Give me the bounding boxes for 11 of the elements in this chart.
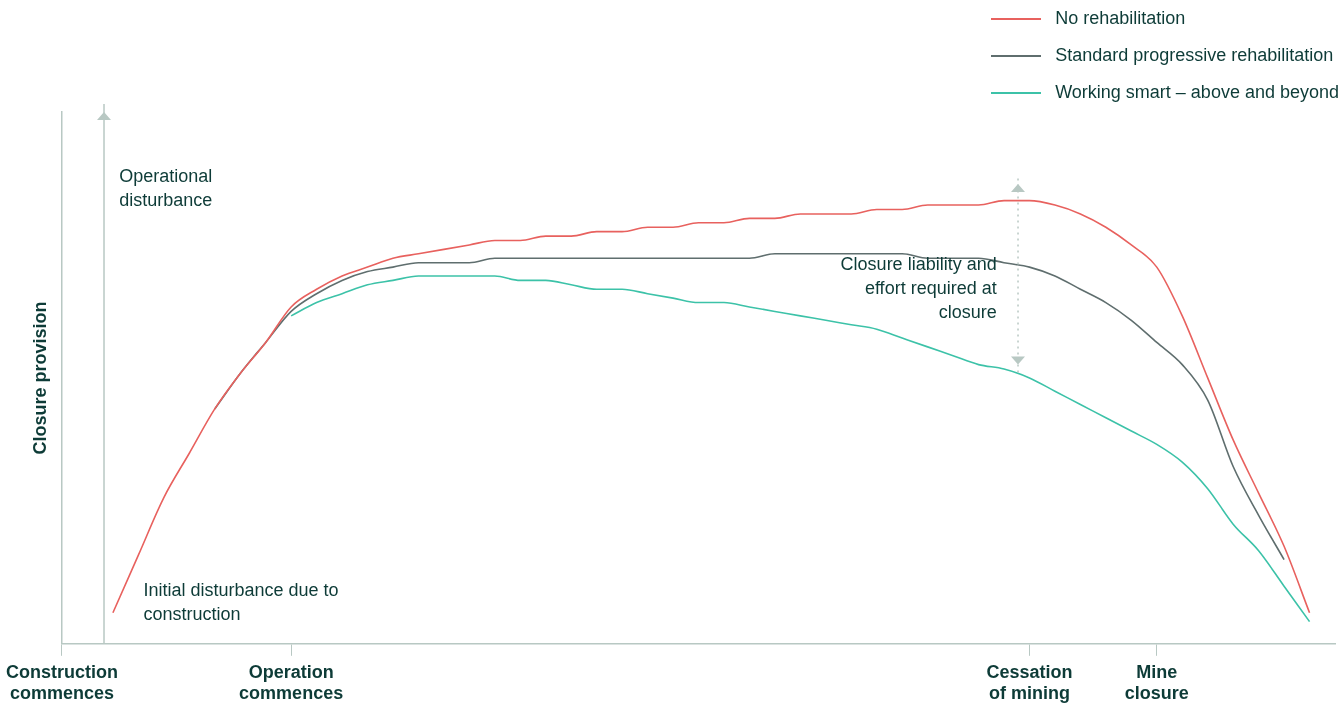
annotation: Operational disturbance	[119, 165, 214, 212]
x-tick-label: Mine closure	[1124, 661, 1189, 704]
x-tick-label: Operation commences	[239, 661, 344, 704]
annotation: Closure liability and effort required at closure	[839, 253, 997, 324]
legend-label: No rehabilitation	[1055, 8, 1186, 29]
legend-label: Standard progressive rehabilitation	[1055, 45, 1334, 66]
x-tick-label: Cessation of mining	[986, 661, 1073, 704]
legend-label: Working smart – above and beyond	[1055, 82, 1339, 103]
x-tick-label: Construction commences	[6, 661, 118, 704]
y-axis-title: Closure provision	[30, 301, 51, 455]
annotation: Initial disturbance due to construction	[143, 578, 340, 626]
